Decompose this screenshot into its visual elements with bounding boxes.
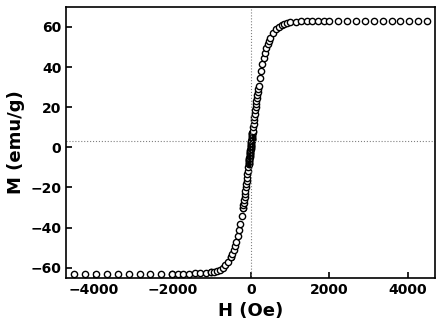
X-axis label: H (Oe): H (Oe) (218, 302, 283, 320)
Y-axis label: M (emu/g): M (emu/g) (7, 91, 25, 194)
